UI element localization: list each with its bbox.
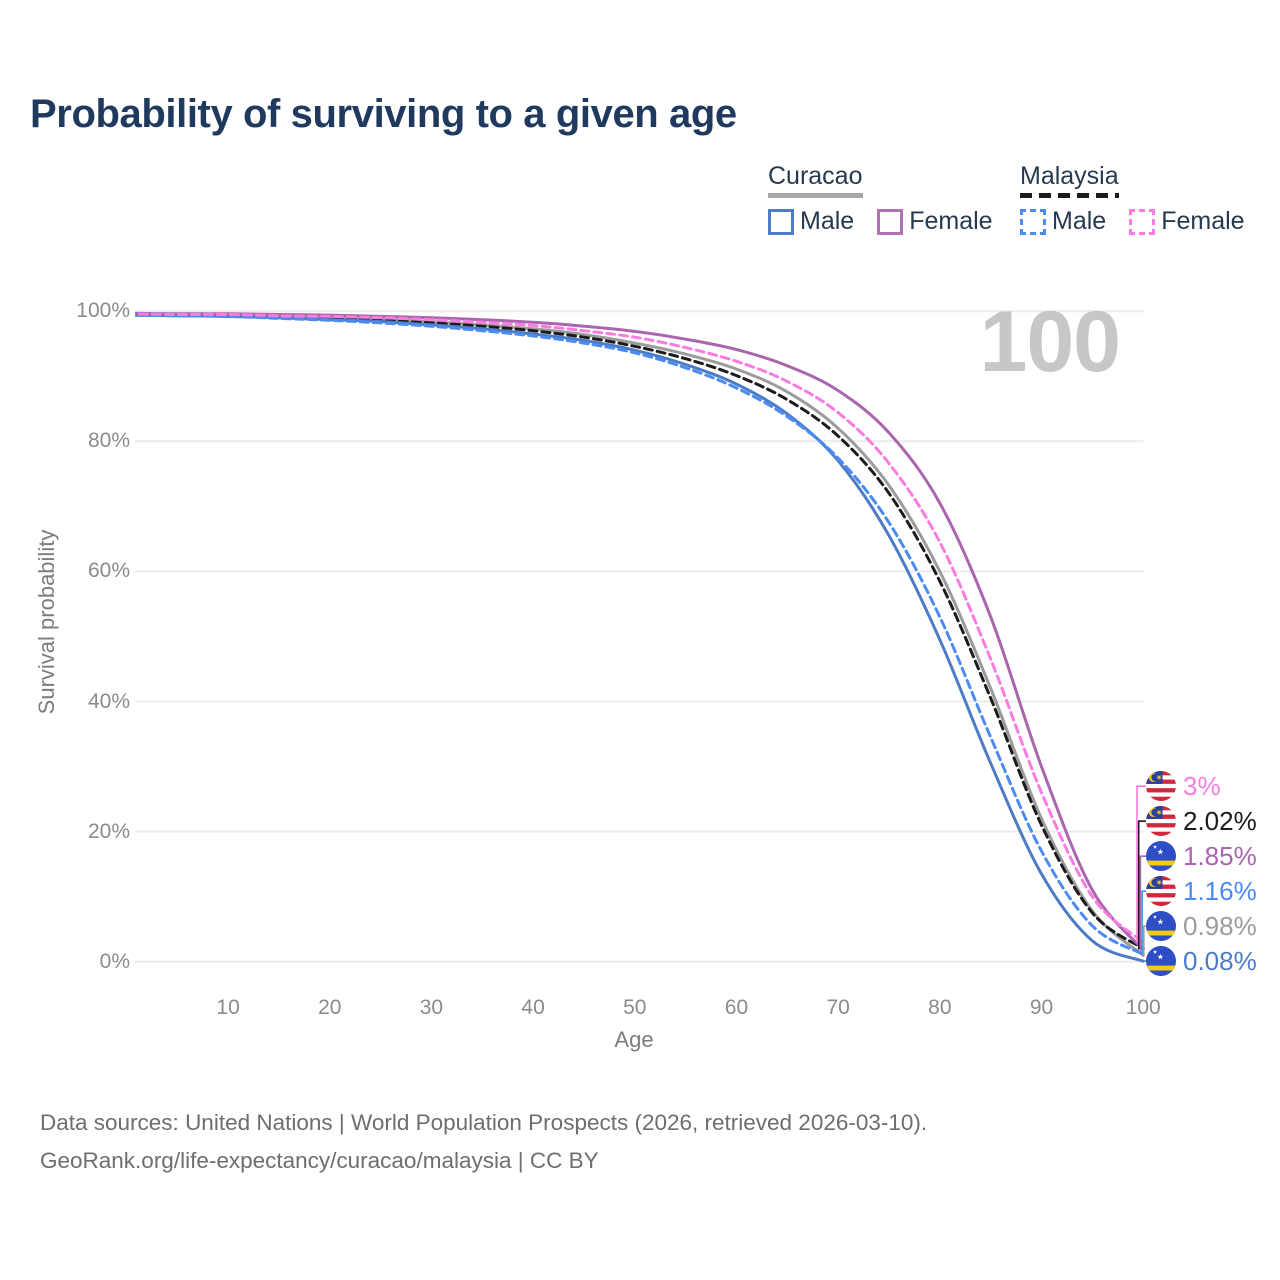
legend-item-malaysia-female[interactable]: Female bbox=[1129, 207, 1245, 236]
malaysia-flag-icon bbox=[1146, 876, 1176, 907]
legend-item-label: Male bbox=[1052, 207, 1107, 235]
legend-item-label: Female bbox=[909, 207, 993, 235]
end-label-connector bbox=[1143, 925, 1146, 957]
legend-swatch bbox=[1129, 208, 1156, 235]
end-label-value: 1.85% bbox=[1183, 840, 1257, 871]
malaysia-flag-icon bbox=[1146, 771, 1176, 802]
legend-swatch bbox=[877, 208, 904, 235]
legend-group-title: Malaysia bbox=[1020, 162, 1119, 190]
legend-swatch bbox=[768, 208, 794, 235]
series-line-malaysia-male[interactable] bbox=[126, 313, 1145, 956]
end-label-curacao-female: 1.85% bbox=[1146, 840, 1257, 872]
end-label-value: 0.08% bbox=[1183, 945, 1257, 976]
y-tick-label: 20% bbox=[87, 819, 130, 843]
end-label-malaysia-female: 3% bbox=[1146, 770, 1221, 802]
series-line-malaysia-both[interactable] bbox=[126, 313, 1145, 951]
legend-items: Male Female bbox=[768, 207, 993, 236]
legend-swatch bbox=[1020, 208, 1046, 235]
legend-item-label: Male bbox=[800, 207, 855, 235]
y-tick-label: 0% bbox=[99, 949, 130, 973]
series-line-curacao-both[interactable] bbox=[126, 312, 1145, 957]
y-tick-label: 60% bbox=[87, 559, 130, 583]
legend-group-curacao: Curacao Male Female bbox=[768, 162, 993, 236]
legend-group-title: Curacao bbox=[768, 162, 863, 190]
series-line-curacao-female[interactable] bbox=[126, 311, 1145, 952]
chart-title: Probability of surviving to a given age bbox=[30, 92, 737, 136]
x-axis-title: Age bbox=[614, 1027, 654, 1052]
x-tick-label: 30 bbox=[419, 996, 444, 1019]
footer: Data sources: United Nations | World Pop… bbox=[40, 1104, 927, 1180]
legend-items: Male Female bbox=[1020, 207, 1245, 236]
x-tick-label: 20 bbox=[318, 996, 342, 1019]
series-line-curacao-male[interactable] bbox=[126, 313, 1145, 963]
end-label-connector bbox=[1141, 890, 1146, 955]
end-label-value: 1.16% bbox=[1183, 875, 1257, 906]
y-tick-label: 40% bbox=[87, 689, 130, 713]
x-tick-label: 90 bbox=[1029, 996, 1054, 1019]
legend-group-malaysia: Malaysia Male Female bbox=[1020, 162, 1245, 236]
end-label-malaysia-both: 2.02% bbox=[1146, 805, 1257, 837]
end-label-curacao-male: 0.08% bbox=[1146, 945, 1257, 977]
curacao-flag-icon bbox=[1146, 841, 1176, 872]
legend-dashed-line-sample bbox=[1020, 193, 1119, 198]
x-tick-label: 60 bbox=[724, 996, 749, 1019]
end-label-value: 3% bbox=[1183, 770, 1221, 801]
footer-line-2: GeoRank.org/life-expectancy/curacao/mala… bbox=[40, 1148, 599, 1173]
legend-item-label: Female bbox=[1161, 207, 1245, 235]
y-axis-title: Survival probability bbox=[34, 529, 59, 715]
curacao-flag-icon bbox=[1146, 946, 1176, 977]
x-tick-label: 70 bbox=[826, 996, 850, 1019]
x-tick-label: 100 bbox=[1125, 996, 1161, 1019]
legend-item-malaysia-male[interactable]: Male bbox=[1020, 207, 1106, 236]
y-tick-label: 100% bbox=[76, 299, 130, 323]
x-tick-label: 40 bbox=[521, 996, 545, 1019]
end-label-curacao-both: 0.98% bbox=[1146, 910, 1257, 942]
malaysia-flag-icon bbox=[1146, 806, 1176, 837]
legend-item-curacao-male[interactable]: Male bbox=[768, 207, 854, 236]
legend-solid-line-sample bbox=[768, 193, 863, 198]
end-label-value: 2.02% bbox=[1183, 805, 1257, 836]
x-tick-label: 50 bbox=[623, 996, 647, 1019]
age-counter-watermark: 100 bbox=[979, 294, 1121, 390]
footer-line-1: Data sources: United Nations | World Pop… bbox=[40, 1110, 928, 1135]
series-line-malaysia-female[interactable] bbox=[126, 312, 1145, 944]
legend-item-curacao-female[interactable]: Female bbox=[877, 207, 993, 236]
end-label-malaysia-male: 1.16% bbox=[1146, 875, 1257, 907]
y-tick-label: 80% bbox=[87, 429, 130, 453]
curacao-flag-icon bbox=[1146, 911, 1176, 942]
x-tick-label: 10 bbox=[216, 996, 240, 1019]
end-label-value: 0.98% bbox=[1183, 910, 1257, 941]
x-tick-label: 80 bbox=[928, 996, 952, 1019]
